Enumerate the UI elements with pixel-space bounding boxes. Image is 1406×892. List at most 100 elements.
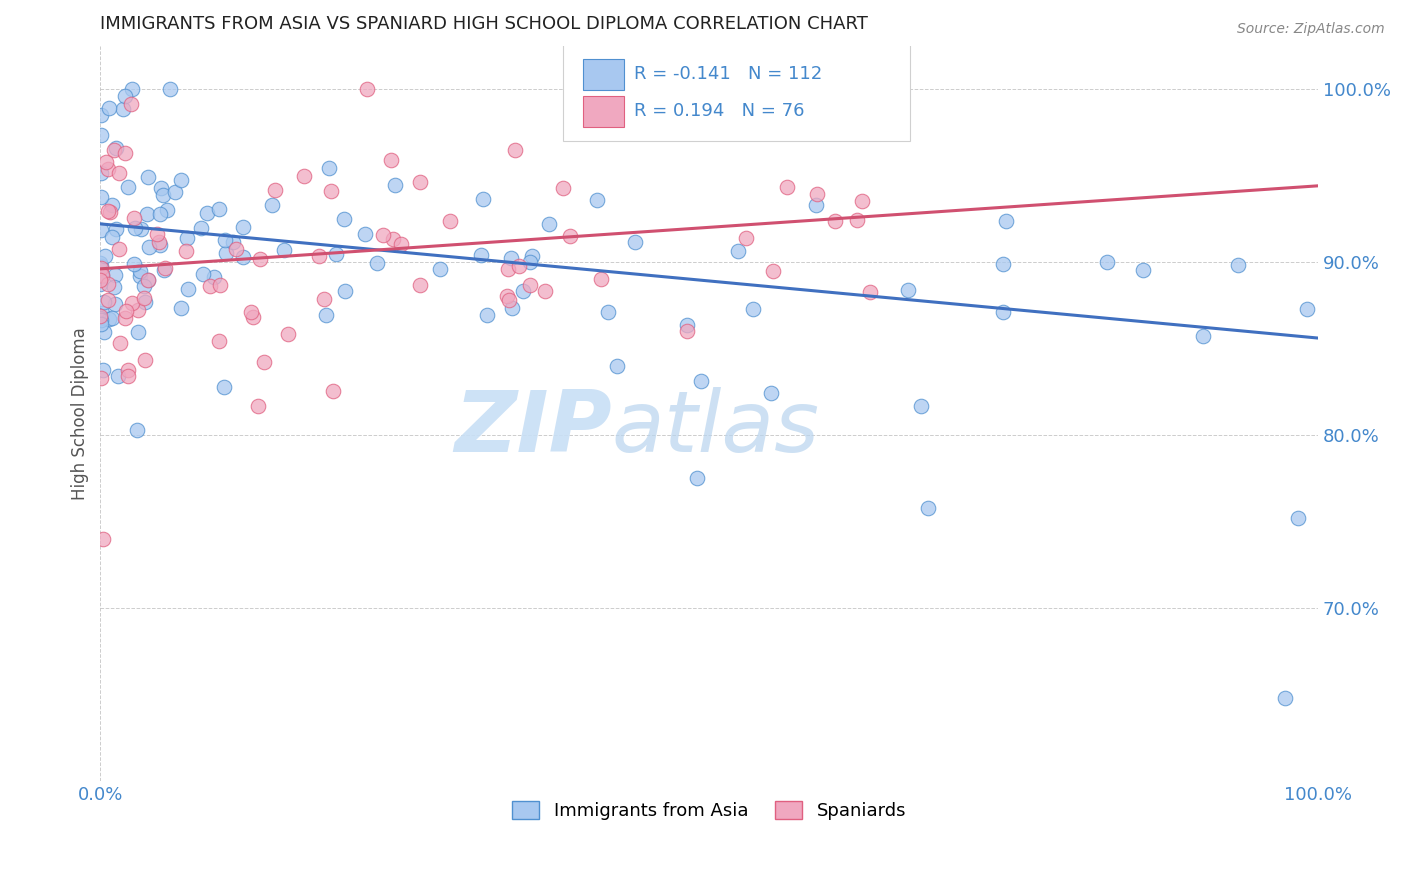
Point	[100, 197, 122, 211]
Point	[91, 362, 114, 376]
FancyBboxPatch shape	[582, 59, 624, 90]
Point	[129, 268, 152, 283]
Point	[90, 260, 112, 275]
Point	[90, 166, 112, 180]
Point	[429, 262, 451, 277]
Point	[503, 143, 526, 157]
Point	[103, 280, 125, 294]
Point	[163, 186, 186, 200]
Point	[366, 256, 388, 270]
Point	[596, 305, 619, 319]
Point	[97, 203, 120, 218]
Point	[121, 82, 143, 96]
Point	[354, 227, 377, 241]
Point	[134, 294, 156, 309]
Point	[776, 180, 799, 194]
Point	[91, 306, 114, 320]
Point	[806, 186, 828, 201]
Point	[89, 255, 111, 269]
Point	[138, 240, 160, 254]
Point	[472, 192, 495, 206]
Point	[519, 254, 541, 268]
Point	[727, 244, 749, 259]
Point	[190, 221, 212, 235]
Point	[174, 244, 197, 258]
Point	[89, 277, 111, 291]
Point	[152, 188, 174, 202]
Point	[90, 108, 112, 122]
Point	[761, 386, 783, 401]
Point	[1132, 263, 1154, 277]
Point	[177, 282, 200, 296]
Point	[97, 101, 120, 115]
Point	[858, 285, 880, 300]
Point	[208, 202, 231, 217]
Point	[91, 268, 114, 283]
Point	[90, 128, 112, 143]
Point	[90, 260, 112, 274]
Point	[193, 267, 215, 281]
Point	[159, 82, 181, 96]
Point	[148, 235, 170, 249]
Point	[242, 310, 264, 325]
Point	[623, 235, 645, 249]
Point	[994, 214, 1017, 228]
Point	[127, 326, 149, 340]
Point	[292, 169, 315, 184]
Point	[114, 311, 136, 326]
FancyBboxPatch shape	[564, 42, 910, 141]
Point	[176, 231, 198, 245]
Point	[170, 301, 193, 315]
Point	[149, 238, 172, 252]
Point	[134, 352, 156, 367]
Point	[249, 252, 271, 266]
Point	[104, 268, 127, 283]
Point	[1227, 258, 1250, 272]
Point	[117, 180, 139, 194]
Point	[153, 261, 176, 276]
Point	[124, 257, 146, 271]
Point	[1095, 255, 1118, 269]
Point	[560, 229, 582, 244]
Point	[127, 302, 149, 317]
Point	[380, 153, 402, 167]
Point	[742, 302, 765, 317]
Point	[318, 161, 340, 176]
Point	[97, 277, 120, 291]
Point	[553, 181, 575, 195]
Point	[439, 214, 461, 228]
Point	[114, 304, 136, 318]
Point	[89, 311, 111, 326]
Point	[104, 297, 127, 311]
Point	[384, 178, 406, 193]
Point	[202, 270, 225, 285]
Point	[409, 175, 432, 189]
Text: ZIP: ZIP	[454, 386, 612, 469]
Point	[90, 313, 112, 327]
Point	[262, 197, 284, 211]
Point	[107, 369, 129, 384]
Point	[501, 251, 523, 265]
Point	[98, 312, 121, 326]
Point	[97, 293, 120, 307]
Point	[108, 335, 131, 350]
Point	[214, 245, 236, 260]
Point	[496, 262, 519, 277]
Point	[675, 318, 697, 333]
Text: atlas: atlas	[612, 386, 820, 469]
Point	[512, 284, 534, 298]
Point	[373, 228, 395, 243]
Text: R = -0.141   N = 112: R = -0.141 N = 112	[634, 65, 823, 83]
Point	[122, 211, 145, 226]
Point	[735, 231, 758, 245]
Point	[991, 256, 1014, 270]
Point	[120, 97, 142, 112]
Point	[134, 279, 156, 293]
Point	[519, 277, 541, 292]
Point	[117, 363, 139, 377]
Point	[117, 368, 139, 383]
Point	[675, 324, 697, 338]
Point	[470, 248, 492, 262]
Point	[322, 384, 344, 398]
Y-axis label: High School Diploma: High School Diploma	[72, 327, 89, 500]
